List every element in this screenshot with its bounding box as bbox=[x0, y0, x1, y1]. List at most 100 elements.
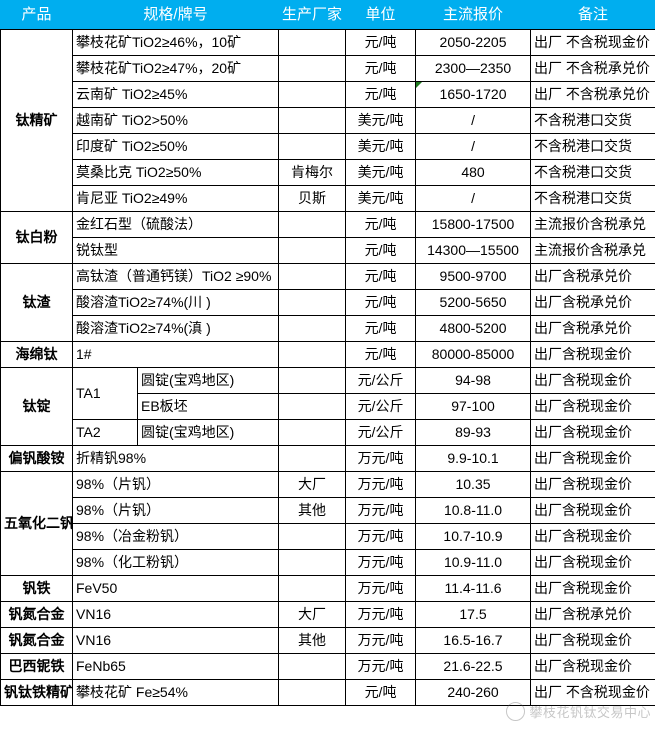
cell-price: 10.9-11.0 bbox=[415, 549, 532, 576]
cell-manufacturer bbox=[278, 445, 347, 472]
cell-product: 钛精矿 bbox=[0, 29, 73, 212]
cell-manufacturer bbox=[278, 315, 347, 342]
cell-price: 4800-5200 bbox=[415, 315, 532, 342]
cell-price: 17.5 bbox=[415, 601, 532, 628]
cell-remark: 出厂含税承兑价 bbox=[530, 315, 655, 342]
table-row: 98%（化工粉钒） 万元/吨 10.9-11.0 出厂含税现金价 bbox=[1, 549, 655, 576]
cell-price: 240-260 bbox=[415, 679, 532, 706]
cell-unit: 元/吨 bbox=[345, 81, 417, 108]
cell-manufacturer bbox=[278, 237, 347, 264]
table-row: 偏钒酸铵 折精钒98% 万元/吨 9.9-10.1 出厂含税现金价 bbox=[0, 445, 655, 472]
cell-remark: 不含税港口交货 bbox=[530, 107, 655, 134]
cell-spec: 98%（片钒） bbox=[71, 471, 280, 498]
cell-manufacturer bbox=[278, 133, 347, 160]
cell-spec: EB板坯 bbox=[136, 393, 280, 420]
cell-manufacturer: 大厂 bbox=[278, 471, 347, 498]
cell-product: 钛渣 bbox=[0, 263, 73, 342]
cell-manufacturer bbox=[278, 289, 347, 316]
table-row: 肯尼亚 TiO2≥49% 贝斯 美元/吨 / 不含税港口交货 bbox=[1, 185, 655, 212]
column-header-remark: 备注 bbox=[530, 0, 655, 30]
cell-spec: 印度矿 TiO2≥50% bbox=[71, 133, 280, 160]
cell-remark: 出厂含税现金价 bbox=[530, 497, 655, 524]
cell-manufacturer bbox=[278, 211, 347, 238]
table-row: 海绵钛 1# 元/吨 80000-85000 出厂含税现金价 bbox=[0, 341, 655, 368]
cell-manufacturer bbox=[278, 29, 347, 56]
cell-remark: 出厂 不含税承兑价 bbox=[530, 81, 655, 108]
cell-unit: 美元/吨 bbox=[345, 133, 417, 160]
table-row: 钒氮合金 VN16 其他 万元/吨 16.5-16.7 出厂含税现金价 bbox=[0, 627, 655, 654]
table-row: 钒钛铁精矿 攀枝花矿 Fe≥54% 元/吨 240-260 出厂 不含税现金价 bbox=[0, 679, 655, 706]
cell-price: 10.8-11.0 bbox=[415, 497, 532, 524]
cell-manufacturer bbox=[278, 367, 347, 394]
cell-spec: 攀枝花矿TiO2≥47%，20矿 bbox=[71, 55, 280, 82]
cell-unit: 元/公斤 bbox=[345, 393, 417, 420]
cell-price: / bbox=[415, 133, 532, 160]
cell-remark: 出厂 不含税承兑价 bbox=[530, 55, 655, 82]
cell-price: / bbox=[415, 107, 532, 134]
cell-manufacturer bbox=[278, 393, 347, 420]
cell-spec: 98%（化工粉钒） bbox=[71, 549, 280, 576]
cell-grade: TA2 bbox=[72, 419, 138, 446]
cell-manufacturer bbox=[278, 679, 347, 706]
cell-spec: 莫桑比克 TiO2≥50% bbox=[71, 159, 280, 186]
table-row: 钛精矿 攀枝花矿TiO2≥46%，10矿 元/吨 2050-2205 出厂 不含税现金价 bbox=[0, 29, 655, 212]
table-body: 钛精矿 攀枝花矿TiO2≥46%，10矿 元/吨 2050-2205 出厂 不含税现金价… bbox=[0, 29, 655, 706]
cell-product: 钛白粉 bbox=[0, 211, 73, 264]
cell-grade: TA1 bbox=[72, 367, 138, 420]
cell-unit: 美元/吨 bbox=[345, 159, 417, 186]
cell-price: 21.6-22.5 bbox=[415, 653, 532, 680]
cell-unit: 万元/吨 bbox=[345, 653, 417, 680]
cell-unit: 元/吨 bbox=[345, 211, 417, 238]
cell-manufacturer bbox=[278, 107, 347, 134]
cell-remark: 不含税港口交货 bbox=[530, 185, 655, 212]
cell-spec: 圆锭(宝鸡地区) bbox=[136, 367, 280, 394]
cell-remark: 出厂含税承兑价 bbox=[530, 601, 655, 628]
cell-manufacturer bbox=[278, 549, 347, 576]
cell-remark: 出厂含税现金价 bbox=[530, 523, 655, 550]
cell-unit: 元/吨 bbox=[345, 29, 417, 56]
cell-product: 钛锭 bbox=[0, 367, 73, 446]
cell-price: 15800-17500 bbox=[415, 211, 532, 238]
table-row: 云南矿 TiO2≥45% 元/吨 1650-1720 出厂 不含税承兑价 bbox=[1, 81, 655, 108]
column-header-unit: 单位 bbox=[345, 0, 417, 30]
cell-spec: 金红石型（硫酸法） bbox=[71, 211, 280, 238]
table-row: 钒铁 FeV50 万元/吨 11.4-11.6 出厂含税现金价 bbox=[0, 575, 655, 602]
cell-spec: 锐钛型 bbox=[71, 237, 280, 264]
cell-product: 偏钒酸铵 bbox=[0, 445, 73, 472]
cell-remark: 主流报价含税承兑 bbox=[530, 237, 655, 264]
cell-spec: VN16 bbox=[71, 601, 280, 628]
cell-remark: 出厂含税现金价 bbox=[530, 367, 655, 394]
cell-spec: 攀枝花矿TiO2≥46%，10矿 bbox=[71, 29, 280, 56]
header-row: 产品 规格/牌号 生产厂家 单位 主流报价 备注 bbox=[0, 0, 655, 30]
table-row: 钒氮合金 VN16 大厂 万元/吨 17.5 出厂含税承兑价 bbox=[0, 601, 655, 628]
cell-unit: 万元/吨 bbox=[345, 497, 417, 524]
cell-remark: 出厂含税现金价 bbox=[530, 419, 655, 446]
cell-manufacturer bbox=[278, 81, 347, 108]
cell-spec: 98%（片钒） bbox=[71, 497, 280, 524]
cell-product: 钒氮合金 bbox=[0, 627, 73, 654]
cell-price: 480 bbox=[415, 159, 532, 186]
cell-remark: 出厂含税现金价 bbox=[530, 653, 655, 680]
table-row: 酸溶渣TiO2≥74%(滇 ) 元/吨 4800-5200 出厂含税承兑价 bbox=[1, 315, 655, 342]
cell-manufacturer: 贝斯 bbox=[278, 185, 347, 212]
table-row: 攀枝花矿TiO2≥47%，20矿 元/吨 2300—2350 出厂 不含税承兑价 bbox=[1, 55, 655, 82]
cell-unit: 元/吨 bbox=[345, 237, 417, 264]
cell-unit: 元/吨 bbox=[345, 679, 417, 706]
cell-price: 94-98 bbox=[415, 367, 532, 394]
cell-unit: 万元/吨 bbox=[345, 627, 417, 654]
cell-remark: 出厂含税现金价 bbox=[530, 471, 655, 498]
cell-manufacturer bbox=[278, 523, 347, 550]
table-row: 越南矿 TiO2>50% 美元/吨 / 不含税港口交货 bbox=[1, 107, 655, 134]
table-row: 莫桑比克 TiO2≥50% 肯梅尔 美元/吨 480 不含税港口交货 bbox=[1, 159, 655, 186]
cell-remark: 出厂含税现金价 bbox=[530, 393, 655, 420]
cell-price: 89-93 bbox=[415, 419, 532, 446]
cell-product: 海绵钛 bbox=[0, 341, 73, 368]
cell-spec: 肯尼亚 TiO2≥49% bbox=[71, 185, 280, 212]
cell-manufacturer: 肯梅尔 bbox=[278, 159, 347, 186]
column-header-manufacturer: 生产厂家 bbox=[278, 0, 347, 30]
cell-manufacturer bbox=[278, 419, 347, 446]
cell-manufacturer: 其他 bbox=[278, 497, 347, 524]
cell-spec: 攀枝花矿 Fe≥54% bbox=[71, 679, 280, 706]
cell-spec: FeV50 bbox=[71, 575, 280, 602]
cell-price: 14300—15500 bbox=[415, 237, 532, 264]
